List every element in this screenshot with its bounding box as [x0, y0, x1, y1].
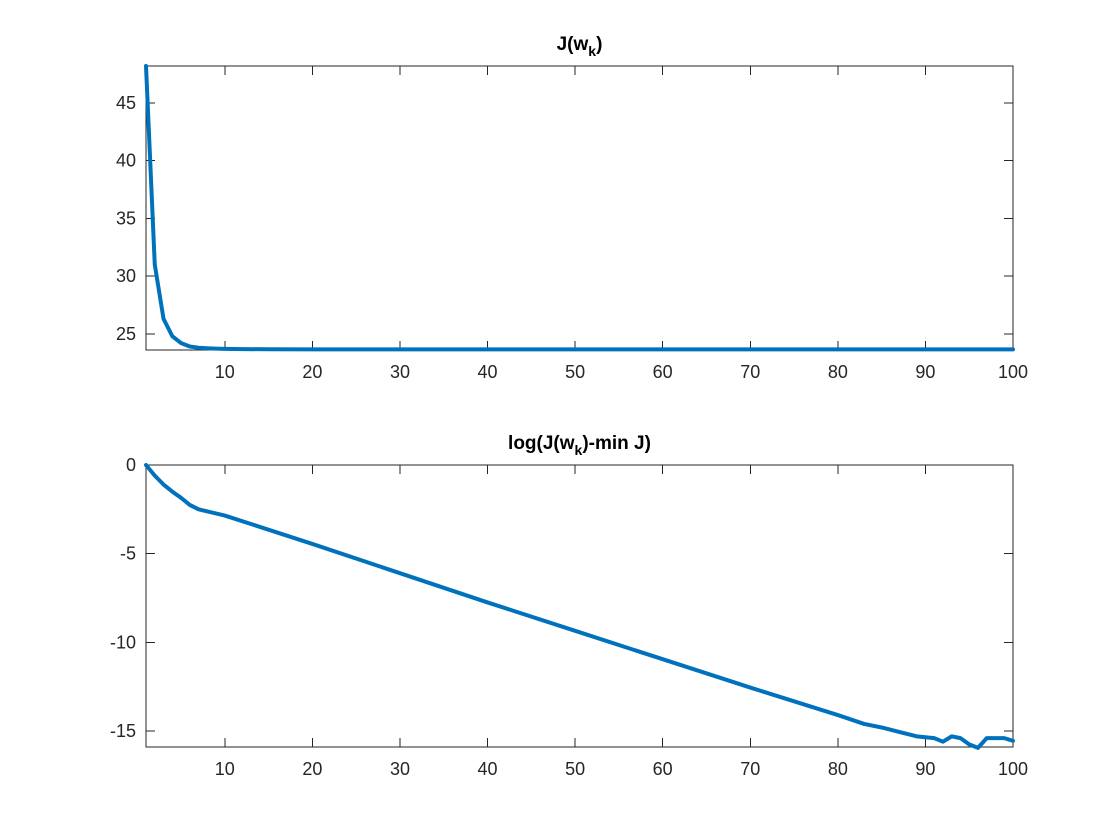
- subplot-1: J(wk) 10 20 30 40 50 60 70 80 90 100 25 30 35 40 45: [116, 34, 1028, 382]
- x-tick-label: 90: [915, 759, 935, 779]
- x-tick-label: 60: [653, 759, 673, 779]
- x-tick-label: 30: [390, 759, 410, 779]
- x-tick-label: 60: [653, 362, 673, 382]
- series-line: [144, 463, 1015, 750]
- x-tick-label: 20: [302, 362, 322, 382]
- y-tick-label: 0: [126, 455, 136, 475]
- title-text: )-min J): [582, 433, 651, 454]
- x-tick-label: 70: [740, 759, 760, 779]
- y-tick-label: -15: [110, 721, 136, 741]
- x-tick-label: 50: [565, 362, 585, 382]
- x-tick-label: 100: [998, 362, 1028, 382]
- series-line: [144, 64, 1015, 352]
- chart-title: log(J(wk)-min J): [508, 433, 651, 458]
- y-tick-label: -5: [120, 544, 136, 564]
- x-tick-label: 70: [740, 362, 760, 382]
- y-tick-label: 30: [116, 266, 136, 286]
- y-tick-label: 25: [116, 324, 136, 344]
- y-tick-label: -10: [110, 632, 136, 652]
- axes-box: [145, 464, 1014, 748]
- title-subscript: k: [588, 43, 596, 59]
- title-text: log(J(w: [508, 433, 575, 454]
- x-tick-label: 40: [478, 362, 498, 382]
- title-text: ): [596, 34, 602, 55]
- x-tick-label: 40: [478, 759, 498, 779]
- title-subscript: k: [575, 442, 583, 458]
- subplot-2: log(J(wk)-min J) 10 20 30 40 50 60 70 80 90 100 0 -5…: [110, 433, 1028, 779]
- chart-title: J(wk): [557, 34, 603, 59]
- x-tick-label: 80: [828, 362, 848, 382]
- x-tick-label: 100: [998, 759, 1028, 779]
- y-tick-label: 40: [116, 151, 136, 171]
- x-tick-label: 90: [915, 362, 935, 382]
- x-tick-label: 80: [828, 759, 848, 779]
- y-tick-label: 35: [116, 208, 136, 228]
- x-tick-label: 20: [302, 759, 322, 779]
- title-text: J(w: [557, 34, 589, 55]
- x-tick-label: 10: [215, 759, 235, 779]
- x-tick-label: 30: [390, 362, 410, 382]
- y-tick-label: 45: [116, 93, 136, 113]
- x-tick-label: 50: [565, 759, 585, 779]
- x-tick-label: 10: [215, 362, 235, 382]
- subplots: J(wk)10 20 30 40 50 60 70 80 90 1002530354045log(…: [110, 34, 1028, 779]
